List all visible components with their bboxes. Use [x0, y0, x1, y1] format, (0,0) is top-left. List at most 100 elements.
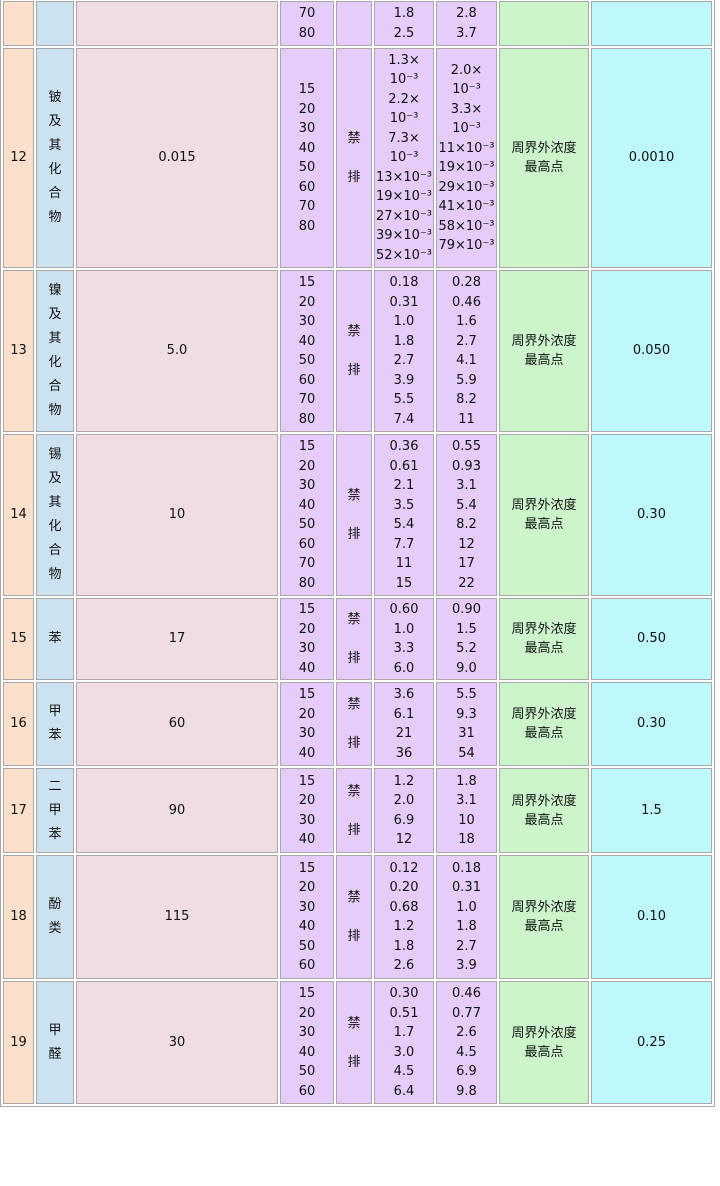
stack-heights: 40: [298, 1044, 316, 1060]
rate-grade-2: 7.3×: [388, 130, 420, 146]
pollutant-name: 铍: [48, 90, 62, 105]
rate-grade-3: 31: [458, 726, 475, 741]
rate-grade-2: 1.0: [393, 314, 415, 329]
stack-heights: 40: [298, 832, 316, 847]
monitoring-point-cell: 周界外浓度 最高点: [499, 981, 589, 1104]
stack-heights: 15: [298, 860, 316, 876]
rate-grade-2: 19×10⁻³: [375, 189, 433, 205]
pollutant-name-cell: [36, 1, 74, 46]
stack-heights: 80: [298, 411, 316, 427]
pollutant-name: 其: [48, 138, 62, 153]
rate-grade-2: 1.2: [393, 773, 415, 789]
rate-grade-3: 3.1: [456, 478, 477, 493]
rate-grade-2: 0.61: [389, 458, 419, 474]
rate-grade-3: 4.1: [456, 353, 477, 368]
stack-heights: 50: [298, 1064, 316, 1079]
stack-heights: 70: [298, 6, 316, 21]
rate-grade-3: 8.2: [456, 392, 477, 407]
rate-grade-3: 0.46: [452, 294, 481, 310]
table-row: 16 甲苯 60 15 20 30 40 禁排 3.6 6.1 21 36 5.5 9.3 31 54 周界外浓…: [3, 682, 712, 766]
rate-grade-3: 3.9: [456, 958, 477, 973]
rule-text: 禁: [347, 324, 361, 339]
monitoring-point: 周界外浓度: [511, 900, 577, 915]
monitoring-point: 最高点: [524, 1044, 564, 1060]
monitoring-point: 周界外浓度: [511, 622, 577, 637]
max-emission-concentration-cell: 5.0: [76, 270, 278, 432]
rate-grade-2: 0.68: [389, 899, 419, 915]
rate-grade-3: 2.7: [456, 333, 477, 349]
rate-grade-3: 3.1: [456, 793, 477, 808]
rate-grade-2: 1.2: [393, 919, 415, 934]
rule-text-cell: 禁排: [336, 682, 372, 766]
pollutant-name: 其: [48, 331, 62, 346]
rate-grade-3: 41×10⁻³: [438, 199, 495, 214]
rate-grade-3-cell: 2.8 3.7: [436, 1, 497, 46]
table-row: 15 苯 17 15 20 30 40 禁排 0.60 1.0 3.3 6.0 0.90 1.5 5.2 9.…: [3, 598, 712, 680]
rate-grade-2: 1.7: [393, 1025, 415, 1040]
rate-grade-3: 0.46: [452, 986, 481, 1001]
stack-heights: 40: [298, 333, 316, 349]
stack-heights: 60: [298, 372, 316, 388]
rate-grade-3: 9.0: [456, 660, 477, 676]
rate-grade-2: 10⁻³: [389, 72, 419, 88]
rate-grade-2: 5.5: [393, 392, 415, 407]
rate-grade-2: 0.30: [389, 986, 419, 1001]
stack-heights: 20: [298, 101, 316, 117]
rate-grade-2: 0.36: [389, 439, 419, 454]
row-number-cell: 15: [3, 598, 34, 680]
row-number-cell: 19: [3, 981, 34, 1104]
row-number-cell: [3, 1, 34, 46]
rate-grade-3-cell: 0.46 0.77 2.6 4.5 6.9 9.8: [436, 981, 497, 1104]
monitoring-point: 周界外浓度: [511, 707, 577, 722]
rate-grade-3: 22: [458, 575, 475, 591]
rule-text: 禁: [347, 131, 361, 146]
table-row: 19 甲醛 30 15 20 30 40 50 60 禁排 0.30 0.51 1.7 3.0 4.5 6.4…: [3, 981, 712, 1104]
rate-grade-2: 39×10⁻³: [375, 228, 433, 244]
rate-grade-3: 3.3×: [450, 101, 483, 117]
pollutant-name: 甲: [48, 704, 62, 719]
unorganized-concentration-cell: 0.30: [591, 434, 712, 596]
pollutant-name: 镍: [48, 283, 62, 298]
stack-heights: 30: [298, 121, 316, 136]
pollutant-name: 物: [48, 567, 62, 582]
stack-heights: 50: [298, 353, 316, 368]
rate-grade-3-cell: 0.90 1.5 5.2 9.0: [436, 598, 497, 680]
stack-heights: 30: [298, 726, 316, 741]
rate-grade-2-cell: 0.60 1.0 3.3 6.0: [374, 598, 434, 680]
pollutant-name-cell: 甲苯: [36, 682, 74, 766]
unorganized-concentration-cell: [591, 1, 712, 46]
rate-grade-2: 52×10⁻³: [375, 247, 433, 263]
max-emission-concentration-cell: 115: [76, 855, 278, 979]
monitoring-point: 周界外浓度: [511, 141, 577, 156]
rate-grade-2: 2.1: [393, 478, 415, 493]
pollutant-name: 苯: [48, 826, 62, 842]
stack-heights: 70: [298, 556, 316, 571]
max-emission-concentration-cell: 30: [76, 981, 278, 1104]
table-row: 13 镍及其化合物 5.0 15 20 30 40 50 60 70 80 禁排 0.18 0.31 1.0…: [3, 270, 712, 432]
rate-grade-2: 13×10⁻³: [375, 169, 433, 185]
rate-grade-3: 18: [458, 832, 475, 847]
rate-grade-3: 1.0: [456, 899, 477, 915]
stack-heights: 15: [298, 82, 316, 97]
pollutant-name: 其: [48, 495, 62, 510]
rate-grade-2: 0.18: [389, 275, 419, 290]
rule-text-cell: 禁排: [336, 768, 372, 853]
rule-text: 禁: [347, 890, 361, 905]
monitoring-point-cell: 周界外浓度 最高点: [499, 855, 589, 979]
stack-heights: 20: [298, 294, 316, 310]
unorganized-concentration-cell: 0.30: [591, 682, 712, 766]
monitoring-point-cell: 周界外浓度 最高点: [499, 48, 589, 268]
rate-grade-2: 1.3×: [388, 52, 420, 68]
unorganized-concentration-cell: 0.10: [591, 855, 712, 979]
rate-grade-2: 4.5: [393, 1064, 415, 1079]
monitoring-point: 周界外浓度: [511, 334, 577, 349]
rate-grade-2: 0.31: [389, 294, 419, 310]
stack-heights: 70: [298, 199, 316, 214]
monitoring-point: 最高点: [524, 812, 564, 828]
rate-grade-3-cell: 0.18 0.31 1.0 1.8 2.7 3.9: [436, 855, 497, 979]
rate-grade-2: 2.5: [393, 25, 415, 41]
rate-grade-2-cell: 0.36 0.61 2.1 3.5 5.4 7.7 11 15: [374, 434, 434, 596]
stack-heights: 15: [298, 773, 316, 789]
stack-heights: 50: [298, 517, 316, 532]
table-row: 70 80 1.8 2.5 2.8 3.7: [3, 1, 712, 46]
